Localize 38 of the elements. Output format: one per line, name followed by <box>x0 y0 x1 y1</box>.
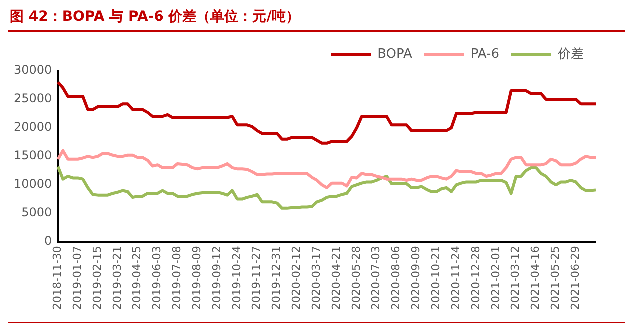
y-tick-label: 25000 <box>14 92 52 106</box>
legend-label: PA-6 <box>470 46 500 62</box>
legend-label: BOPA <box>378 46 413 62</box>
x-tick-label: 2019-04-25 <box>130 246 144 310</box>
x-tick-label: 2021-03-12 <box>509 246 522 310</box>
x-tick-label: 2019-02-15 <box>90 246 104 310</box>
x-tick-label: 2020-09-09 <box>410 246 423 310</box>
y-tick-label: 0 <box>44 234 52 248</box>
y-tick-label: 5000 <box>22 206 52 220</box>
x-tick-label: 2019-12-31 <box>270 246 284 310</box>
x-tick-label: 2020-10-21 <box>430 246 443 310</box>
x-tick-label: 2019-11-27 <box>250 246 264 310</box>
x-tick-label: 2019-08-09 <box>190 246 204 310</box>
x-tick-label: 2021-02-01 <box>489 246 502 310</box>
y-tick-label: 20000 <box>14 120 52 134</box>
x-tick-label: 2020-03-17 <box>310 246 323 310</box>
x-tick-label: 2021-04-16 <box>529 246 542 310</box>
x-tick-label: 2018-11-30 <box>51 246 64 310</box>
x-tick-label: 2019-03-21 <box>110 246 124 310</box>
x-tick-label: 2020-05-28 <box>350 246 363 310</box>
legend-label: 价差 <box>557 46 584 62</box>
x-tick-label: 2021-05-25 <box>549 246 562 310</box>
x-tick-label: 2020-02-12 <box>290 246 304 310</box>
x-tick-label: 2020-11-24 <box>449 246 462 310</box>
x-tick-label: 2020-04-21 <box>330 246 343 310</box>
x-tick-label: 2019-06-03 <box>150 246 164 310</box>
y-tick-label: 15000 <box>14 148 52 163</box>
chart-title: 图 42：BOPA 与 PA-6 价差（单位：元/吨） <box>10 8 300 26</box>
x-tick-label: 2019-10-24 <box>230 246 244 310</box>
x-tick-label: 2020-07-03 <box>370 246 383 310</box>
y-tick-label: 10000 <box>14 177 52 192</box>
x-tick-label: 2020-12-28 <box>469 246 482 310</box>
y-tick-label: 30000 <box>14 63 52 78</box>
x-tick-label: 2019-07-08 <box>170 246 184 310</box>
x-tick-label: 2021-06-29 <box>568 246 582 310</box>
x-tick-label: 2019-01-07 <box>70 246 84 310</box>
x-tick-label: 2020-08-06 <box>390 246 403 310</box>
x-tick-label: 2019-09-12 <box>210 246 224 310</box>
